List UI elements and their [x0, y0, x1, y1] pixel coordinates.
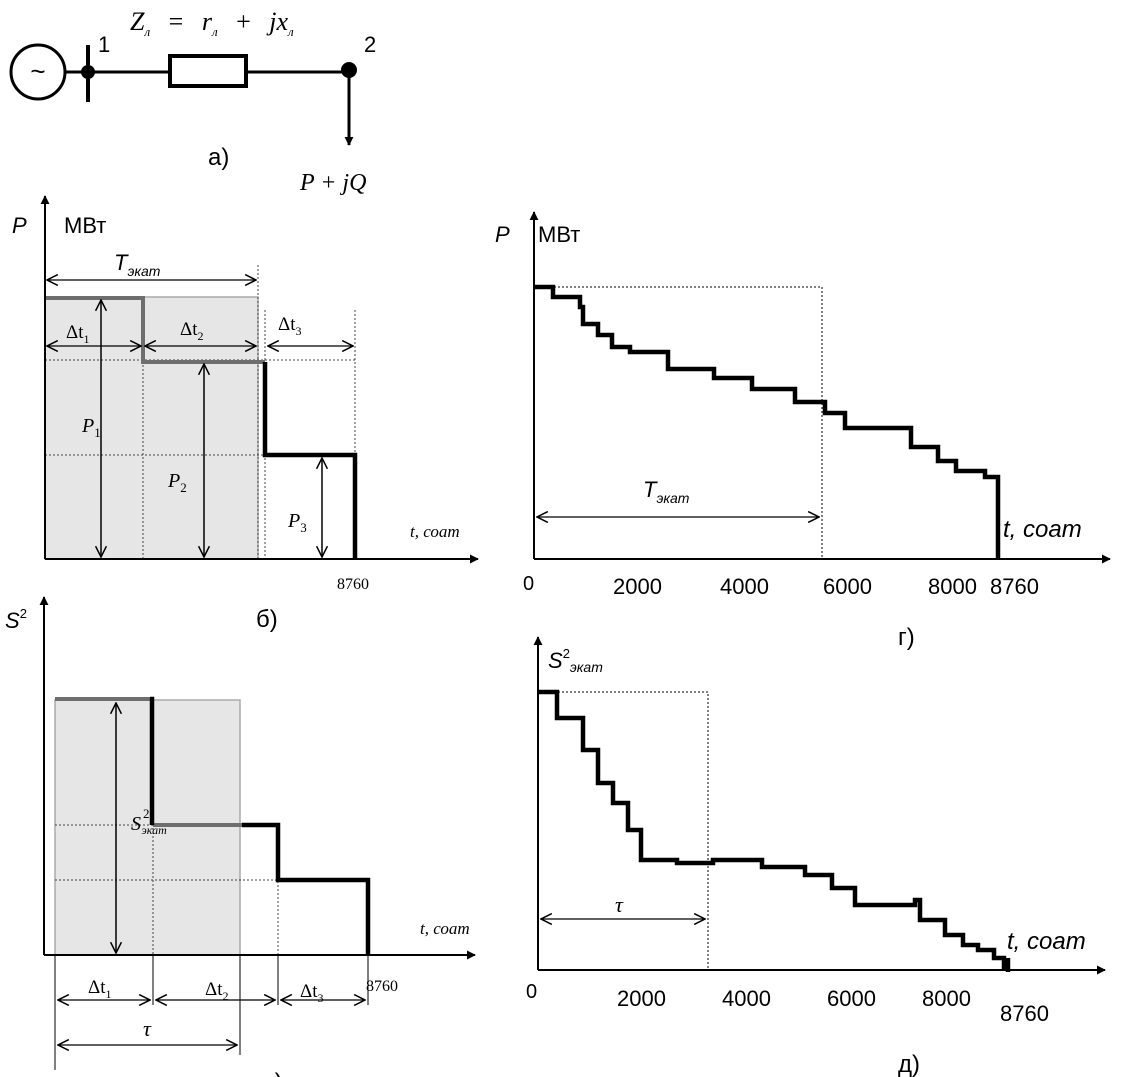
- tick-label: 6000: [823, 574, 872, 599]
- tick-label: 4000: [722, 986, 771, 1011]
- tick-label: 2000: [613, 574, 662, 599]
- y-axis-label: S2: [5, 606, 27, 633]
- load-step-black: [265, 362, 355, 559]
- node-1-dot: [81, 65, 95, 79]
- load-duration-curve: [534, 287, 998, 559]
- caption-d: д): [898, 1051, 920, 1077]
- equivalent-rect: [534, 287, 822, 559]
- tick-label: 8000: [922, 986, 971, 1011]
- y-axis-label: S2экат: [548, 646, 603, 675]
- graph-g: P МВт Tэкат t, соат 0 2000 4000 6000 800…: [495, 212, 1110, 651]
- x-axis-label: t, соат: [1003, 516, 1082, 543]
- tick-label: 0: [526, 981, 537, 1003]
- caption-a: а): [208, 144, 229, 171]
- caption-v: в): [262, 1069, 283, 1077]
- tau-label: τ: [615, 892, 624, 917]
- node-1-label: 1: [98, 32, 110, 57]
- dt2-label: Δt2: [205, 979, 229, 1003]
- y-axis-label: P: [495, 222, 510, 247]
- tick-label: 8760: [990, 574, 1039, 599]
- s2-duration-curve: [538, 692, 1004, 970]
- dt1-label: Δt1: [88, 977, 112, 1001]
- tick-label: 0: [523, 573, 534, 595]
- graph-d: S2экат τ t, соат 0 2000 4000 6000 8000 8…: [526, 637, 1105, 1077]
- x-tick-labels: 0 2000 4000 6000 8000 8760: [526, 981, 1049, 1026]
- node-2-label: 2: [364, 32, 376, 57]
- tick-label: 6000: [827, 986, 876, 1011]
- x-axis-label: t, соат: [1007, 928, 1086, 955]
- generator-symbol: ~: [30, 56, 45, 86]
- tick-label: 2000: [617, 986, 666, 1011]
- unit-label: МВт: [64, 213, 106, 238]
- x-end-label: 8760: [366, 978, 398, 995]
- equivalent-rect: [538, 692, 708, 970]
- y-axis-label: P: [12, 213, 27, 238]
- circuit-diagram: Zл = rл + jxл ~ 1 2 P + jQ а): [11, 7, 376, 196]
- tau-label: τ: [143, 1016, 152, 1041]
- dt3-label: Δt3: [278, 314, 302, 338]
- x-end-label: 8760: [337, 576, 369, 593]
- dt3-label: Δt3: [300, 981, 324, 1005]
- graph-v: S2 S2экат t, соат 8760 Δt1 Δt2 Δt3 τ в): [5, 597, 475, 1077]
- P3-label: P3: [287, 510, 307, 535]
- graph-b: P МВт Tэкат Δt1 Δt2 Δt3 P1 P2 P3 t, соат…: [12, 196, 478, 633]
- T-eq-label: Tэкат: [643, 477, 690, 506]
- unit-label: МВт: [538, 222, 580, 247]
- resistor-icon: [170, 56, 246, 86]
- T-eq-label: Tэкат: [114, 250, 161, 279]
- x-axis-label: t, соат: [410, 522, 460, 541]
- x-tick-labels: 0 2000 4000 6000 8000 8760: [523, 573, 1039, 599]
- tick-label: 8000: [928, 574, 977, 599]
- caption-g: г): [898, 624, 915, 651]
- impedance-formula: Zл = rл + jxл: [130, 7, 294, 42]
- tick-label: 8760: [1000, 1001, 1049, 1026]
- tick-label: 4000: [720, 574, 769, 599]
- x-axis-label: t, соат: [420, 919, 470, 938]
- caption-b: б): [256, 606, 278, 633]
- load-label: P + jQ: [299, 170, 366, 196]
